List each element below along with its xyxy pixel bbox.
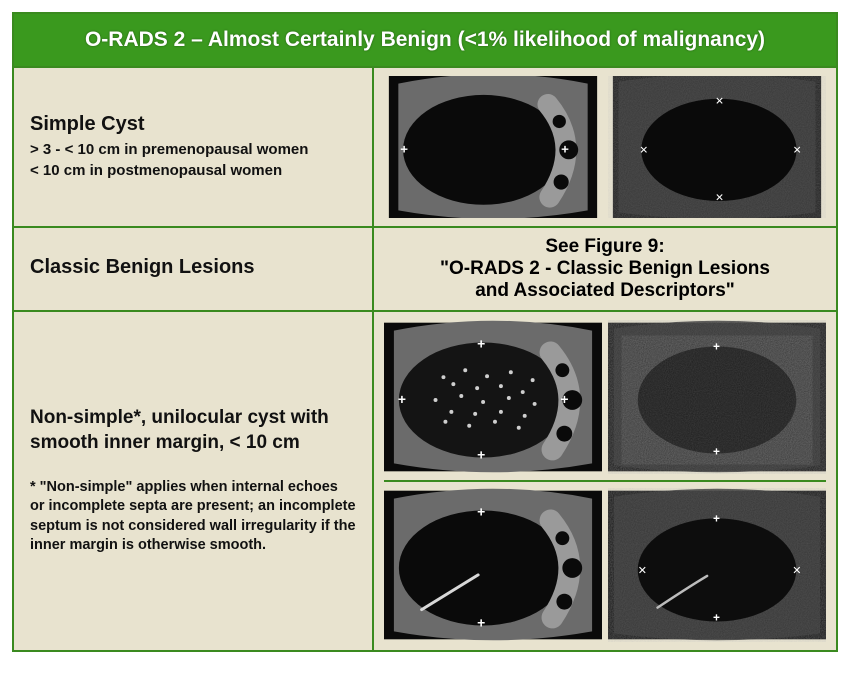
see-figure-line1: See Figure 9: <box>440 236 770 258</box>
simple-cyst-line1: > 3 - < 10 cm in premenopausal women <box>30 140 356 160</box>
svg-text:✕: ✕ <box>638 565 647 577</box>
nonsimple-pair-septum: + + + + ✕ <box>384 488 826 642</box>
svg-text:+: + <box>561 142 569 157</box>
nonsimple-title: Non-simple*, unilocular cyst with smooth… <box>30 406 356 455</box>
svg-text:+: + <box>560 391 568 407</box>
header-bar: O-RADS 2 – Almost Certainly Benign (<1% … <box>14 14 836 68</box>
echoes-diagram: + + + + <box>384 320 602 474</box>
row-simple-cyst: Simple Cyst > 3 - < 10 cm in premenopaus… <box>14 68 836 228</box>
simple-cyst-line2: < 10 cm in postmenopausal women <box>30 161 356 181</box>
svg-text:+: + <box>713 444 720 458</box>
svg-text:+: + <box>713 511 720 525</box>
simple-cyst-diagram: + + <box>384 76 602 218</box>
nonsimple-text: Non-simple*, unilocular cyst with smooth… <box>14 312 374 650</box>
svg-text:+: + <box>398 391 406 407</box>
svg-text:+: + <box>477 614 485 630</box>
svg-text:✕: ✕ <box>715 193 724 204</box>
svg-text:+: + <box>713 339 720 353</box>
nonsimple-pair-echoes: + + + + + <box>384 320 826 474</box>
classic-see-figure: See Figure 9: "O-RADS 2 - Classic Benign… <box>374 228 836 310</box>
svg-text:✕: ✕ <box>715 96 724 107</box>
row-classic: Classic Benign Lesions See Figure 9: "O-… <box>14 228 836 312</box>
septum-diagram: + + <box>384 488 602 642</box>
svg-text:+: + <box>477 335 485 351</box>
svg-text:+: + <box>400 142 408 157</box>
svg-text:✕: ✕ <box>793 146 802 157</box>
row-nonsimple: Non-simple*, unilocular cyst with smooth… <box>14 312 836 650</box>
svg-text:✕: ✕ <box>639 146 648 157</box>
svg-text:+: + <box>477 446 485 462</box>
orads2-card: O-RADS 2 – Almost Certainly Benign (<1% … <box>12 12 838 652</box>
see-figure-line3: and Associated Descriptors" <box>440 280 770 302</box>
septum-sono: + + ✕ ✕ <box>608 488 826 642</box>
classic-text: Classic Benign Lesions <box>14 228 374 310</box>
nonsimple-images: + + + + + <box>374 312 836 650</box>
svg-text:✕: ✕ <box>792 565 801 577</box>
header-title: O-RADS 2 – Almost Certainly Benign (<1% … <box>85 28 765 51</box>
simple-cyst-text: Simple Cyst > 3 - < 10 cm in premenopaus… <box>14 68 374 226</box>
svg-text:+: + <box>713 610 720 624</box>
nonsimple-divider <box>384 480 826 482</box>
echoes-sono: + + <box>608 320 826 474</box>
classic-title: Classic Benign Lesions <box>30 256 356 279</box>
svg-text:+: + <box>477 503 485 519</box>
simple-cyst-title: Simple Cyst <box>30 113 356 136</box>
nonsimple-note: * "Non-simple" applies when internal ech… <box>30 478 356 556</box>
simple-cyst-images: + + <box>374 68 836 226</box>
simple-cyst-sono: ✕ ✕ ✕ ✕ <box>608 76 826 218</box>
see-figure-line2: "O-RADS 2 - Classic Benign Lesions <box>440 258 770 280</box>
